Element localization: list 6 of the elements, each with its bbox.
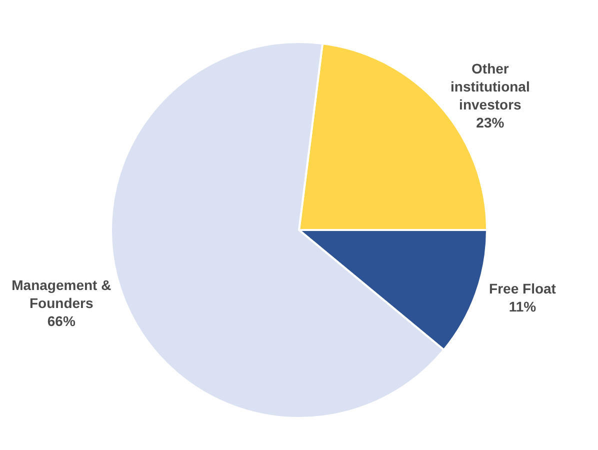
data-label: 11% — [508, 298, 537, 314]
slice-label: Management & Founders — [12, 277, 112, 312]
slice-label: Other institutional investors — [450, 60, 530, 112]
slice-label: Free Float — [489, 280, 556, 296]
data-label: 66% — [47, 313, 76, 330]
data-label: 23% — [476, 114, 505, 130]
